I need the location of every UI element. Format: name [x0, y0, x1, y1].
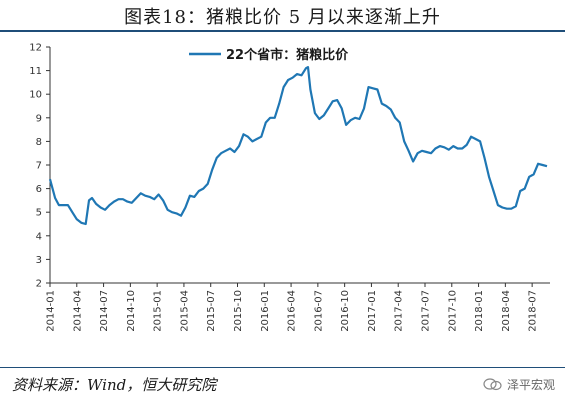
- x-tick-label: 2018-07: [528, 290, 539, 332]
- y-tick-label: 4: [36, 231, 42, 242]
- axes: 2 3 4 5 6 7 8 9 10 11 12 2014-01 2014-04 2014-07 2014-…: [29, 43, 550, 332]
- x-tick-label: 2018-01: [474, 290, 485, 332]
- x-tick-label: 2016-01: [260, 290, 271, 332]
- y-tick-label: 3: [36, 255, 42, 266]
- y-tick-label: 10: [29, 90, 42, 101]
- x-tick-label: 2015-10: [233, 290, 244, 332]
- x-tick-label: 2014-07: [99, 290, 110, 332]
- watermark: 泽平宏观: [483, 376, 555, 393]
- x-tick-label: 2017-01: [367, 290, 378, 332]
- x-tick-label: 2015-04: [179, 290, 190, 332]
- x-tick-label: 2014-04: [72, 290, 83, 332]
- y-tick-label: 5: [36, 208, 42, 219]
- legend-label: 22个省市：猪粮比价: [226, 47, 349, 63]
- series-layer: [48, 66, 548, 226]
- x-tick-label: 2017-04: [394, 290, 405, 332]
- y-tick-label: 11: [29, 66, 42, 77]
- y-tick-label: 9: [36, 113, 42, 124]
- wechat-icon: [483, 378, 502, 391]
- y-tick-label: 12: [29, 43, 42, 54]
- footer-rule: [0, 367, 565, 368]
- x-tick-label: 2018-04: [501, 290, 512, 332]
- x-tick-label: 2017-07: [421, 290, 432, 332]
- y-tick-label: 6: [36, 184, 42, 195]
- chart-area: 2 3 4 5 6 7 8 9 10 11 12 2014-01 2014-04 2014-07 2014-…: [29, 43, 550, 332]
- x-tick-label: 2016-04: [287, 290, 298, 332]
- title-bar: 图表18：猪粮比价 5 月以来逐渐上升: [0, 0, 565, 32]
- legend: 22个省市：猪粮比价: [189, 47, 349, 63]
- x-tick-label: 2015-01: [153, 290, 164, 332]
- x-tick-label: 2014-01: [46, 290, 57, 332]
- y-tick-label: 8: [36, 137, 42, 148]
- chart-title: 图表18：猪粮比价 5 月以来逐渐上升: [124, 7, 441, 28]
- y-tick-label: 7: [36, 161, 42, 172]
- x-tick-label: 2015-07: [206, 290, 217, 332]
- x-tick-label: 2017-10: [447, 290, 458, 332]
- series-line: [48, 66, 548, 226]
- watermark-label: 泽平宏观: [506, 378, 555, 392]
- x-tick-label: 2016-07: [313, 290, 324, 332]
- x-tick-label: 2014-10: [126, 290, 137, 332]
- x-tick-label: 2016-10: [340, 290, 351, 332]
- y-tick-label: 2: [36, 279, 42, 290]
- source-note: 资料来源：Wind，恒大研究院: [12, 376, 217, 394]
